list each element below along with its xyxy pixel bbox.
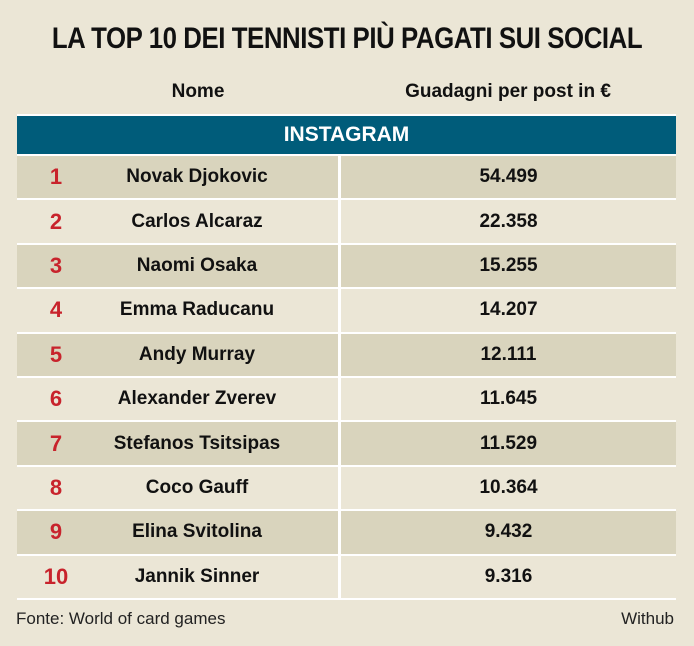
table-row: 7 Stefanos Tsitsipas 11.529: [17, 420, 676, 465]
rank-number: 1: [49, 164, 63, 190]
column-divider: [338, 333, 341, 376]
rank-number: 8: [49, 474, 63, 500]
column-header-earnings: Guadagni per post in €: [405, 81, 611, 102]
player-name: Elina Svitolina: [132, 521, 262, 543]
chart-title: LA TOP 10 DEI TENNISTI PIÙ PAGATI SUI SO…: [51, 22, 643, 55]
earnings-value: 22.358: [479, 210, 538, 232]
rank-number: 2: [49, 208, 63, 234]
rank-number: 5: [49, 341, 63, 367]
rank-number: 10: [43, 563, 69, 589]
player-name: Novak Djokovic: [126, 166, 268, 188]
table-row: 9 Elina Svitolina 9.432: [17, 509, 676, 554]
earnings-value: 14.207: [479, 299, 538, 321]
table-row: 2 Carlos Alcaraz 22.358: [17, 198, 676, 243]
section-header-instagram: INSTAGRAM: [17, 116, 676, 154]
column-divider: [338, 377, 341, 421]
table-row: 3 Naomi Osaka 15.255: [17, 242, 676, 288]
player-name: Stefanos Tsitsipas: [113, 432, 281, 454]
credit-note: Withub: [621, 609, 674, 628]
player-name: Emma Raducanu: [119, 299, 275, 321]
table-row: 6 Alexander Zverev 11.645: [17, 375, 676, 421]
player-name: Carlos Alcaraz: [131, 210, 263, 232]
earnings-value: 11.529: [479, 432, 538, 454]
earnings-value: 9.316: [484, 565, 533, 587]
column-divider: [338, 200, 341, 243]
source-note: Fonte: World of card games: [16, 609, 226, 628]
table-row: 8 Coco Gauff 10.364: [17, 464, 676, 510]
earnings-value: 12.111: [480, 343, 537, 365]
earnings-value: 11.645: [479, 388, 538, 410]
player-name: Andy Murray: [138, 343, 256, 365]
rank-number: 3: [49, 252, 63, 278]
player-name: Coco Gauff: [145, 476, 249, 498]
earnings-value: 9.432: [484, 521, 533, 543]
rank-number: 4: [49, 297, 63, 323]
earnings-value: 15.255: [479, 254, 538, 276]
player-name: Jannik Sinner: [134, 565, 260, 587]
column-divider: [338, 511, 341, 554]
rank-number: 9: [49, 519, 63, 545]
player-name: Naomi Osaka: [136, 254, 258, 276]
table-row: 5 Andy Murray 12.111: [17, 331, 676, 376]
column-divider: [338, 289, 341, 332]
rank-number: 6: [49, 386, 63, 412]
table-row: 10 Jannik Sinner 9.316: [17, 553, 676, 598]
column-divider: [338, 156, 341, 199]
table-row: 4 Emma Raducanu 14.207: [17, 287, 676, 332]
column-divider: [338, 555, 341, 598]
column-divider: [338, 422, 341, 465]
table-body: 1 Novak Djokovic 54.499 2 Carlos Alcaraz 22.3…: [17, 154, 676, 598]
rank-number: 7: [49, 430, 63, 456]
table-row: 1 Novak Djokovic 54.499: [17, 154, 676, 199]
column-header-name: Nome: [171, 81, 225, 102]
player-name: Alexander Zverev: [117, 388, 277, 410]
column-divider: [338, 244, 341, 288]
column-divider: [338, 466, 341, 510]
earnings-value: 10.364: [479, 476, 538, 498]
earnings-value: 54.499: [479, 166, 538, 188]
